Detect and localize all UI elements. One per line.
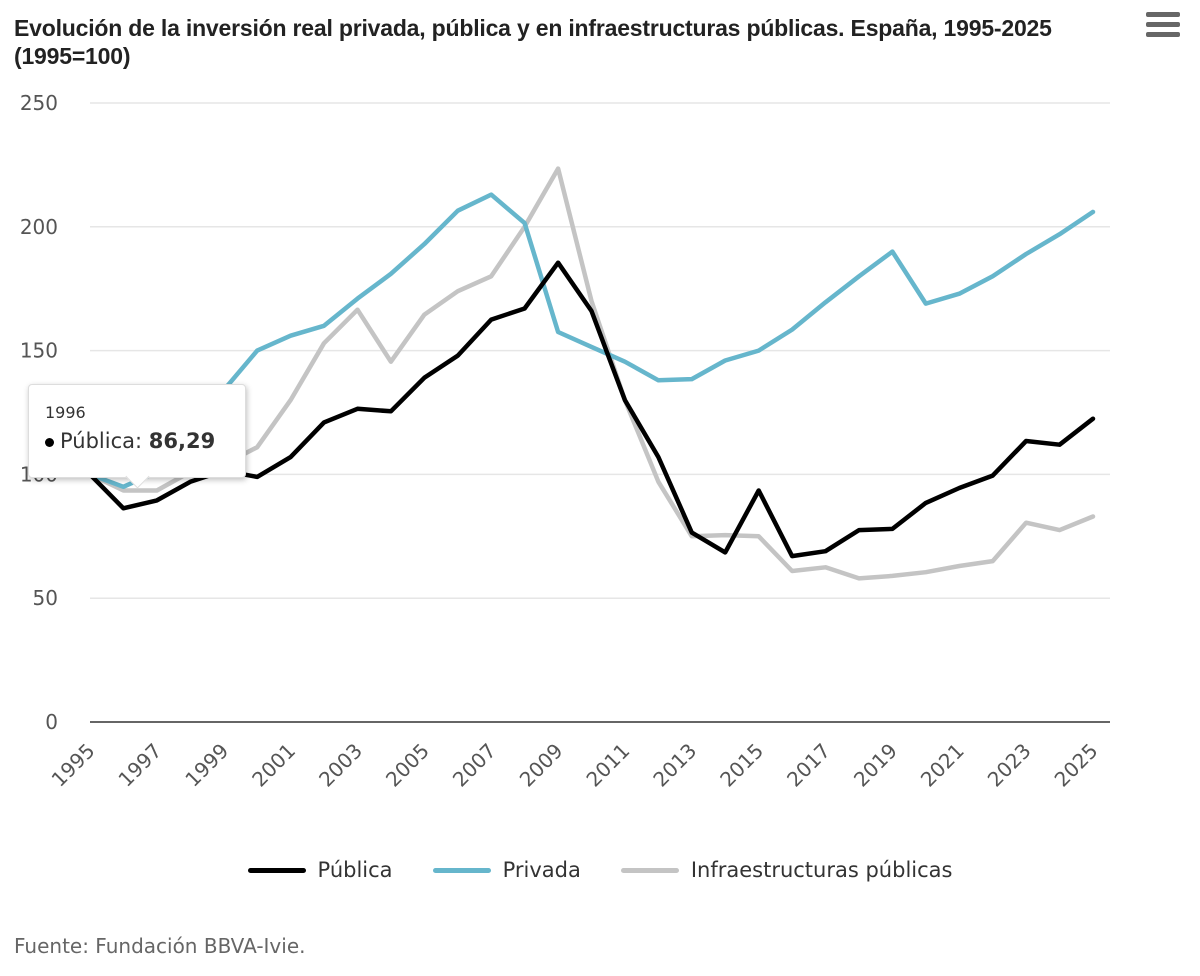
chart-title: Evolución de la inversión real privada, …	[14, 15, 1052, 69]
x-tick-label: 2009	[515, 739, 568, 792]
legend-label: Infraestructuras públicas	[690, 858, 953, 882]
source-note: Fuente: Fundación BBVA-Ivie.	[14, 934, 306, 958]
menu-bar	[1146, 32, 1180, 37]
y-tick-label: 0	[45, 710, 58, 734]
tooltip-year: 1996	[45, 403, 86, 422]
x-tick-label: 1995	[47, 739, 100, 792]
x-tick-label: 1999	[180, 739, 233, 792]
x-tick-label: 2025	[1050, 739, 1103, 792]
x-tick-label: 2005	[381, 739, 434, 792]
x-tick-label: 2007	[448, 739, 501, 792]
x-tick-label: 2015	[715, 739, 768, 792]
y-tick-label: 50	[33, 586, 58, 610]
y-tick-label: 250	[20, 91, 58, 115]
y-tick-label: 200	[20, 215, 58, 239]
legend-item-publica[interactable]: Pública	[247, 858, 393, 882]
series-line-privada[interactable]	[87, 192, 1096, 490]
tooltip-value: 86,29	[148, 429, 216, 453]
legend-item-infraestructuras[interactable]: Infraestructuras públicas	[620, 858, 953, 882]
legend-label: Privada	[502, 858, 581, 882]
menu-bar	[1146, 12, 1180, 17]
series-lines	[87, 166, 1096, 581]
x-tick-label: 2023	[983, 739, 1036, 792]
x-tick-label: 2011	[582, 739, 635, 792]
x-axis: 1995 1997 1999 2001 2003 2005 2007 2009 2011 2013…	[47, 721, 1110, 792]
legend-swatch-publica	[247, 867, 306, 873]
x-tick-label: 2001	[247, 739, 300, 792]
x-tick-label: 1997	[113, 739, 166, 792]
x-tick-label: 2021	[916, 739, 969, 792]
tooltip: 1996 Pública: 86,29	[28, 384, 246, 478]
legend-label: Pública	[317, 858, 393, 882]
series-line-publica[interactable]	[87, 260, 1096, 559]
x-tick-label: 2019	[849, 739, 902, 792]
legend-swatch-privada	[432, 867, 491, 873]
x-tick-label: 2013	[648, 739, 701, 792]
tooltip-series-label: Pública:	[60, 429, 143, 453]
menu-bar	[1146, 22, 1180, 27]
hamburger-menu-icon[interactable]	[1146, 12, 1180, 40]
y-tick-label: 150	[20, 339, 58, 363]
legend: Pública Privada Infraestructuras pública…	[0, 858, 1200, 882]
series-line-infraestructuras-publicas[interactable]	[87, 166, 1096, 581]
legend-item-privada[interactable]: Privada	[432, 858, 581, 882]
x-tick-label: 2017	[782, 739, 835, 792]
legend-swatch-infraestructuras	[620, 867, 679, 873]
x-tick-label: 2003	[314, 739, 367, 792]
tooltip-row: Pública: 86,29	[45, 429, 215, 453]
tooltip-series-dot	[45, 437, 54, 447]
